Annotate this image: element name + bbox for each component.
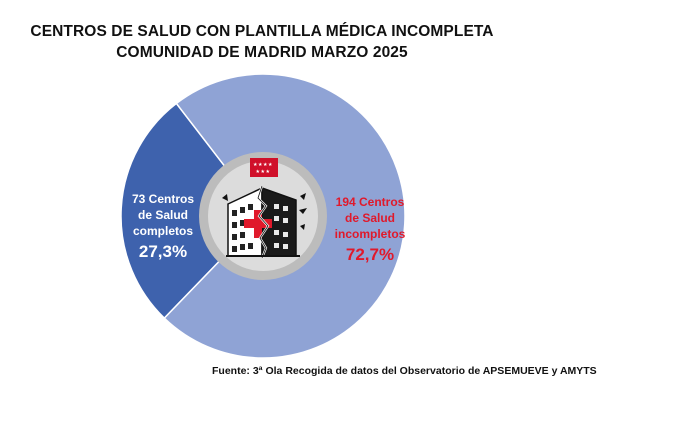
slice-percent-2: 72,7% [346, 245, 394, 264]
chart-title-line1: CENTROS DE SALUD CON PLANTILLA MÉDICA IN… [30, 23, 494, 40]
slice-label-2-line-1: 194 Centros [336, 195, 405, 209]
slice-label-1-line-2: de Salud [138, 208, 188, 222]
svg-text:★: ★ [256, 169, 261, 175]
svg-text:★: ★ [261, 169, 266, 175]
svg-text:★: ★ [266, 169, 271, 175]
svg-text:★: ★ [253, 162, 258, 168]
donut-slices [120, 73, 406, 359]
slice-labels: 73 Centros de Salud completos 27,3% 194 Cent… [132, 192, 406, 264]
chart-title-line2: COMUNIDAD DE MADRID MARZO 2025 [116, 44, 408, 61]
slice-label-1-line-1: 73 Centros [132, 192, 194, 206]
source-note: Fuente: 3ª Ola Recogida de datos del Obs… [212, 365, 597, 377]
slice-label-2-line-2: de Salud [345, 211, 395, 225]
svg-text:★: ★ [263, 162, 268, 168]
cracked-hospital-icon [222, 185, 307, 259]
madrid-flag-icon: ★ ★ ★ ★ ★ ★ ★ [250, 158, 278, 177]
slice-label-2-line-3: incompletos [335, 227, 406, 241]
svg-text:★: ★ [268, 162, 273, 168]
center-emblem: ★ ★ ★ ★ ★ ★ ★ [199, 152, 327, 280]
svg-text:★: ★ [258, 162, 263, 168]
slice-percent-1: 27,3% [139, 242, 187, 261]
slice-label-1-line-3: completos [133, 224, 193, 238]
